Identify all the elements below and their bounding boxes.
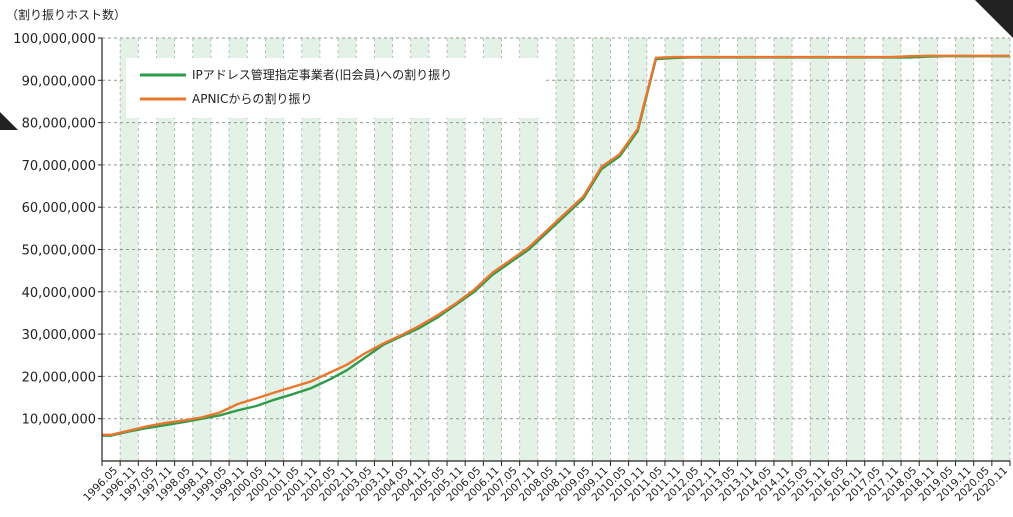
y-tick-label: 30,000,000 [22, 328, 96, 343]
band-2014.11 [773, 38, 793, 461]
band-2003.11 [374, 38, 393, 461]
y-tick-label: 80,000,000 [22, 117, 96, 132]
band-1999.11 [229, 38, 248, 461]
legend-label-1: APNICからの割り振り [192, 91, 312, 106]
legend-label-0: IPアドレス管理指定事業者(旧会員)への割り振り [192, 67, 452, 82]
band-2001.11 [301, 38, 320, 461]
y-axis-unit-label: （割り振りホスト数） [6, 8, 127, 22]
band-1998.11 [192, 38, 211, 461]
corner-decoration-left [0, 112, 18, 130]
band-2018.11 [919, 38, 938, 461]
band-2002.11 [338, 38, 357, 461]
y-tick-label: 70,000,000 [22, 159, 96, 174]
band-2016.11 [846, 38, 865, 461]
y-tick-labels: 10,000,000 20,000,000 30,000,000 40,000,000… [13, 32, 96, 428]
y-tick-label: 10,000,000 [22, 413, 96, 428]
legend-box [126, 58, 546, 118]
band-1997.11 [156, 38, 175, 461]
y-tick-label: 60,000,000 [22, 201, 96, 216]
y-tick-label: 100,000,000 [13, 32, 96, 47]
series-lines [102, 54, 1010, 437]
band-2020.11 [991, 38, 1010, 461]
band-2004.11 [410, 38, 429, 461]
band-2017.11 [882, 38, 902, 461]
series-line-1 [102, 54, 1010, 436]
x-tick-labels: 1996.051996.111997.051997.111998.051998.… [81, 465, 1010, 504]
band-2015.11 [810, 38, 829, 461]
band-2019.11 [955, 38, 974, 461]
axes [98, 37, 1011, 466]
y-tick-label: 90,000,000 [22, 74, 96, 89]
corner-decoration-top-right [975, 0, 1013, 38]
alternating-bands [120, 38, 1010, 461]
legend: IPアドレス管理指定事業者(旧会員)への割り振り APNICからの割り振り [126, 58, 546, 118]
band-1996.11 [120, 38, 139, 461]
grid-lines [101, 37, 1011, 461]
y-tick-label: 20,000,000 [22, 370, 96, 385]
band-2000.11 [265, 38, 284, 461]
y-tick-label: 40,000,000 [22, 286, 96, 301]
y-tick-label: 50,000,000 [22, 244, 96, 259]
